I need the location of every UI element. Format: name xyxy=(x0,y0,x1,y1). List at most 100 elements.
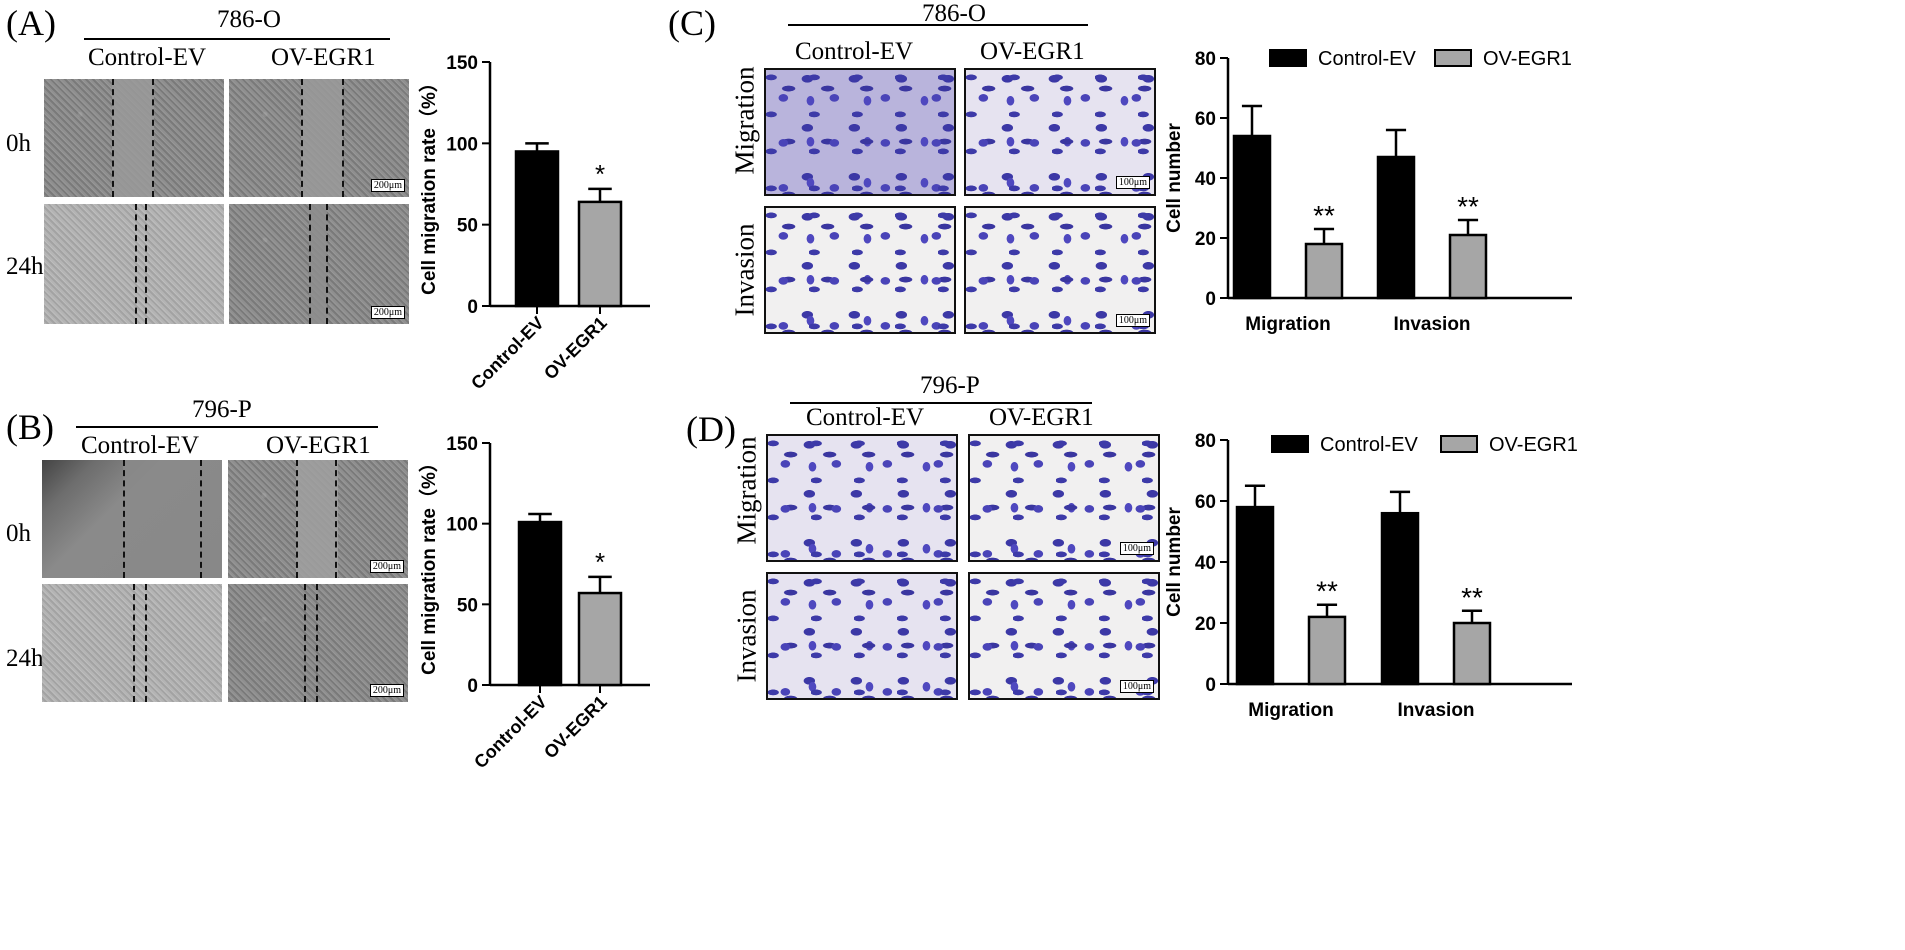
bar xyxy=(1307,615,1347,686)
legend-label: OV-EGR1 xyxy=(1483,48,1572,70)
x-tick-label: Migration xyxy=(1245,314,1331,335)
bar xyxy=(1304,242,1344,300)
x-tick-label: Invasion xyxy=(1393,314,1470,335)
x-tick-label: Control-EV xyxy=(467,313,548,394)
legend-swatch xyxy=(1269,49,1307,67)
row-label-24h: 24h xyxy=(6,253,44,280)
wound-image-24h-control xyxy=(42,584,222,702)
x-tick-label: OV-EGR1 xyxy=(540,313,611,384)
row-label-0h: 0h xyxy=(6,130,31,157)
bar xyxy=(1448,233,1488,300)
y-axis-label: Cell migration rate（%） xyxy=(417,453,440,675)
column-label-control: Control-EV xyxy=(81,432,200,459)
bar xyxy=(514,150,560,308)
column-label-ov: OV-EGR1 xyxy=(271,44,376,71)
header-rule xyxy=(790,402,1092,404)
legend-label: Control-EV xyxy=(1318,48,1416,70)
bar xyxy=(1452,621,1492,686)
transwell-image-migration-control xyxy=(766,434,958,562)
row-label-migration: Migration xyxy=(731,436,762,545)
y-tick-label: 100 xyxy=(446,515,478,536)
significance-marker: ** xyxy=(1457,191,1479,222)
chart-d: 0 20 40 60 80 Cell number ** Migration ** Invasio… xyxy=(1164,431,1578,721)
transwell-image-invasion-ov: 100μm xyxy=(964,206,1156,334)
y-tick-label: 100 xyxy=(446,134,478,155)
bar xyxy=(1235,505,1275,686)
column-label-control: Control-EV xyxy=(795,38,914,65)
wound-image-24h-control xyxy=(44,204,224,324)
legend-swatch xyxy=(1434,49,1472,67)
column-label-ov: OV-EGR1 xyxy=(989,404,1094,431)
x-tick-label: Control-EV xyxy=(470,692,551,773)
cell-line-label: 786-O xyxy=(922,0,986,27)
y-axis-label: Cell number xyxy=(1164,507,1185,617)
significance-marker: * xyxy=(595,547,605,577)
legend-swatch xyxy=(1440,435,1478,453)
significance-marker: ** xyxy=(1313,200,1335,231)
panel-label: (C) xyxy=(668,3,716,43)
scale-bar: 100μm xyxy=(1115,314,1150,327)
legend-label: Control-EV xyxy=(1320,434,1418,456)
y-tick-label: 60 xyxy=(1195,109,1216,130)
y-tick-label: 150 xyxy=(446,53,478,74)
y-tick-label: 0 xyxy=(467,297,478,318)
y-tick-label: 60 xyxy=(1195,492,1216,513)
y-tick-label: 40 xyxy=(1195,553,1216,574)
wound-image-0h-control xyxy=(44,79,224,197)
y-tick-label: 0 xyxy=(467,676,478,697)
significance-marker: ** xyxy=(1316,576,1338,607)
scale-bar: 100μm xyxy=(1119,542,1154,555)
transwell-image-invasion-ov: 100μm xyxy=(968,572,1160,700)
y-axis-label: Cell migration rate（%） xyxy=(417,73,440,295)
cell-line-label: 796-P xyxy=(920,372,980,399)
scale-bar: 100μm xyxy=(1119,680,1154,693)
header-rule xyxy=(84,38,390,40)
y-tick-label: 0 xyxy=(1205,289,1216,310)
column-label-ov: OV-EGR1 xyxy=(980,38,1085,65)
x-tick-label: Invasion xyxy=(1397,700,1474,721)
cell-line-label: 786-O xyxy=(217,6,281,33)
significance-marker: ** xyxy=(1461,582,1483,613)
scale-bar: 200μm xyxy=(369,684,404,697)
chart-c: 0 20 40 60 80 Cell number ** Migration ** Invasio… xyxy=(1164,48,1572,335)
wound-image-24h-ov: 200μm xyxy=(229,204,409,324)
wound-image-0h-ov: 200μm xyxy=(229,79,409,197)
scale-bar: 200μm xyxy=(369,560,404,573)
transwell-image-migration-ov: 100μm xyxy=(968,434,1160,562)
transwell-image-migration-control xyxy=(764,68,956,196)
wound-image-24h-ov: 200μm xyxy=(228,584,408,702)
column-label-control: Control-EV xyxy=(88,44,207,71)
column-label-control: Control-EV xyxy=(806,404,925,431)
y-tick-label: 0 xyxy=(1205,675,1216,696)
header-rule xyxy=(788,24,1088,26)
header-rule xyxy=(76,426,378,428)
y-tick-label: 20 xyxy=(1195,614,1216,635)
panel-label: (A) xyxy=(6,3,56,43)
bar xyxy=(1376,155,1416,300)
y-tick-label: 150 xyxy=(446,434,478,455)
y-tick-label: 50 xyxy=(457,216,478,237)
transwell-image-invasion-control xyxy=(766,572,958,700)
row-label-0h: 0h xyxy=(6,520,31,547)
transwell-image-migration-ov: 100μm xyxy=(964,68,1156,196)
bar xyxy=(577,200,623,308)
legend-swatch xyxy=(1271,435,1309,453)
panel-label: (D) xyxy=(686,409,736,449)
significance-marker: * xyxy=(595,159,605,189)
scale-bar: 100μm xyxy=(1115,176,1150,189)
cell-line-label: 796-P xyxy=(192,396,252,423)
y-tick-label: 80 xyxy=(1195,431,1216,452)
y-tick-label: 50 xyxy=(457,595,478,616)
y-tick-label: 40 xyxy=(1195,169,1216,190)
x-tick-label: OV-EGR1 xyxy=(540,692,611,763)
bar xyxy=(1232,134,1272,300)
row-label-migration: Migration xyxy=(729,66,760,175)
wound-image-0h-control xyxy=(42,460,222,578)
bar xyxy=(517,520,563,687)
panel-label: (B) xyxy=(6,407,54,447)
y-tick-label: 80 xyxy=(1195,49,1216,70)
y-axis-label: Cell number xyxy=(1164,123,1185,233)
bar xyxy=(577,591,623,687)
bar xyxy=(1380,511,1420,686)
row-label-invasion: Invasion xyxy=(729,223,760,317)
